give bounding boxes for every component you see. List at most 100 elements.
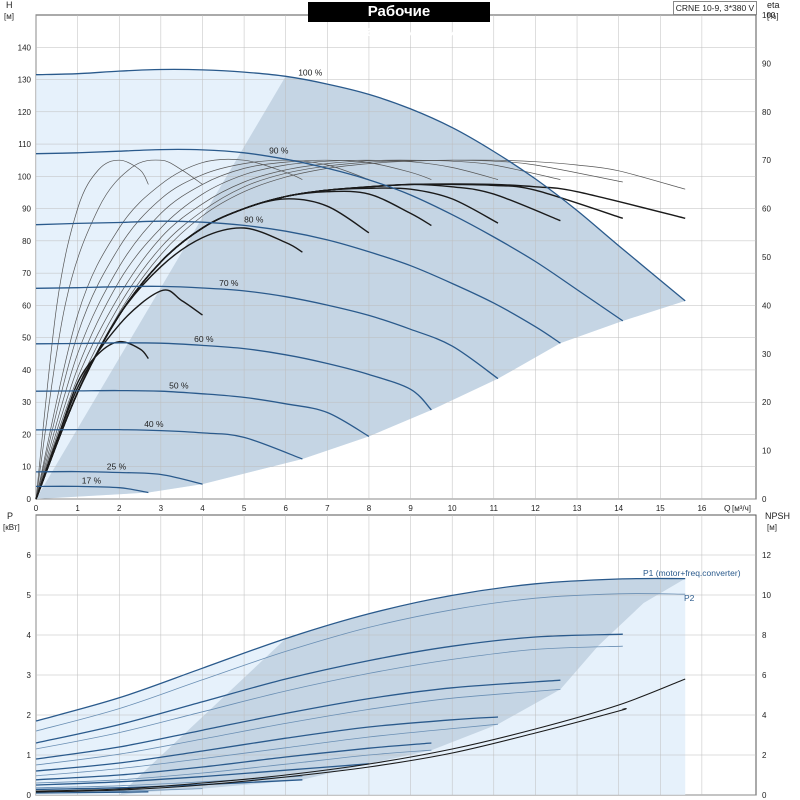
x-tick-label: 2 <box>117 504 122 513</box>
y-tick-label: 110 <box>18 140 31 149</box>
x-tick-label: 7 <box>325 504 330 513</box>
y-tick-label: 120 <box>18 108 32 117</box>
head-curve-label: 80 % <box>244 214 264 224</box>
head-curve-label: 17 % <box>82 476 102 486</box>
y2-axis-unit: [%] <box>767 12 779 21</box>
p2-series-label: P2 <box>684 593 695 603</box>
eta-thin-curve <box>35 158 303 500</box>
x-tick-label: 0 <box>34 504 39 513</box>
x-tick-label: 11 <box>490 504 499 513</box>
npsh-tick-label: 12 <box>762 551 771 560</box>
y-tick-label: 130 <box>18 76 32 85</box>
eta-curve <box>35 289 203 500</box>
npsh-curves <box>35 678 686 793</box>
x-tick-label: 6 <box>283 504 288 513</box>
x-tick-label: 15 <box>656 504 665 513</box>
head-curve <box>35 470 203 485</box>
y2-tick-label: 50 <box>762 253 771 262</box>
eta-thin-curve <box>35 159 370 500</box>
pump-model-label: CRNE 10-9, 3*380 V <box>673 1 757 15</box>
y2-tick-label: 30 <box>762 350 771 359</box>
y-axis-unit: [м] <box>4 12 14 21</box>
head-curve-label: 40 % <box>144 419 164 429</box>
power-curve <box>35 723 499 777</box>
y-tick-label: 100 <box>18 172 32 181</box>
head-curve-label: 70 % <box>219 278 239 288</box>
y-tick-label: 30 <box>22 398 31 407</box>
power-curve <box>35 593 686 732</box>
power-curve <box>35 742 432 781</box>
y2-axis-label: eta <box>767 0 780 10</box>
npsh-curve <box>35 708 627 793</box>
head-curve-label: 100 % <box>298 68 323 78</box>
head-curve <box>35 485 149 494</box>
y-axis-label: H <box>6 0 13 10</box>
power-tick-label: 3 <box>27 671 32 680</box>
head-curve <box>35 285 499 380</box>
head-curve-labels: 100 % 90 % 80 % 70 % 60 % 50 % 40 % 25 % 17 % <box>82 68 323 486</box>
y2-tick-label: 80 <box>762 108 771 117</box>
power-tick-label: 2 <box>27 711 32 720</box>
power-curve <box>35 633 623 744</box>
head-curve-label: 25 % <box>107 461 127 471</box>
x-tick-label: 12 <box>531 504 540 513</box>
x-axis-unit: [м³/ч] <box>732 504 751 513</box>
eta-thin-curve <box>35 159 149 500</box>
power-curves <box>35 577 686 794</box>
head-curve <box>35 68 686 302</box>
npsh-tick-label: 0 <box>762 791 767 800</box>
power-curve <box>35 577 686 722</box>
eta-thin-curve <box>35 159 203 500</box>
npsh-tick-label: 2 <box>762 751 767 760</box>
y-tick-label: 50 <box>22 334 31 343</box>
npsh-tick-label: 10 <box>762 591 771 600</box>
power-curve <box>35 689 561 766</box>
y-tick-label: 80 <box>22 237 31 246</box>
npsh-tick-label: 8 <box>762 631 767 640</box>
head-curve-label: 90 % <box>269 146 289 156</box>
lower-operating-area <box>36 578 686 795</box>
x-tick-label: 10 <box>448 504 457 513</box>
head-curve <box>35 148 624 322</box>
lower-area-dark <box>119 578 686 795</box>
power-curve <box>35 775 303 789</box>
y-tick-label: 70 <box>22 269 31 278</box>
eta-thin-curves <box>35 158 686 500</box>
eta-thin-curve <box>35 159 686 500</box>
power-curve <box>35 679 561 760</box>
npsh-tick-label: 6 <box>762 671 767 680</box>
y2-tick-label: 60 <box>762 205 771 214</box>
y2-tick-label: 90 <box>762 59 771 68</box>
y-tick-label: 20 <box>22 430 31 439</box>
y2-tick-label: 10 <box>762 447 771 456</box>
npsh-tick-label: 4 <box>762 711 767 720</box>
power-axis-label: P <box>7 511 13 521</box>
x-tick-label: 9 <box>408 504 413 513</box>
x-axis-label: Q <box>724 503 731 513</box>
npsh-axis-unit: [м] <box>767 523 777 532</box>
x-tick-label: 5 <box>242 504 247 513</box>
head-curves <box>35 68 686 494</box>
x-tick-label: 14 <box>614 504 623 513</box>
y2-tick-label: 40 <box>762 301 771 310</box>
y-tick-label: 140 <box>18 43 32 52</box>
power-curve <box>35 749 432 784</box>
x-tick-label: 13 <box>573 504 582 513</box>
y2-tick-label: 70 <box>762 156 771 165</box>
power-tick-label: 6 <box>27 551 32 560</box>
y-tick-label: 0 <box>27 495 32 504</box>
y2-tick-label: 0 <box>762 495 767 504</box>
chart-title: Рабочие характеристики <box>308 2 490 40</box>
head-curve <box>35 342 432 411</box>
upper-axes: 0 1 2 3 4 5 6 7 8 9 10 11 12 13 14 15 160102030405060708… <box>18 11 776 513</box>
npsh-curve <box>35 678 686 792</box>
eta-thin-curve <box>35 159 561 500</box>
y-tick-label: 10 <box>22 463 31 472</box>
power-curve <box>35 791 149 794</box>
p1-series-label: P1 (motor+freq.converter) <box>643 568 741 578</box>
y2-tick-label: 100 <box>762 11 776 20</box>
x-tick-label: 3 <box>159 504 164 513</box>
x-tick-label: 1 <box>75 504 80 513</box>
